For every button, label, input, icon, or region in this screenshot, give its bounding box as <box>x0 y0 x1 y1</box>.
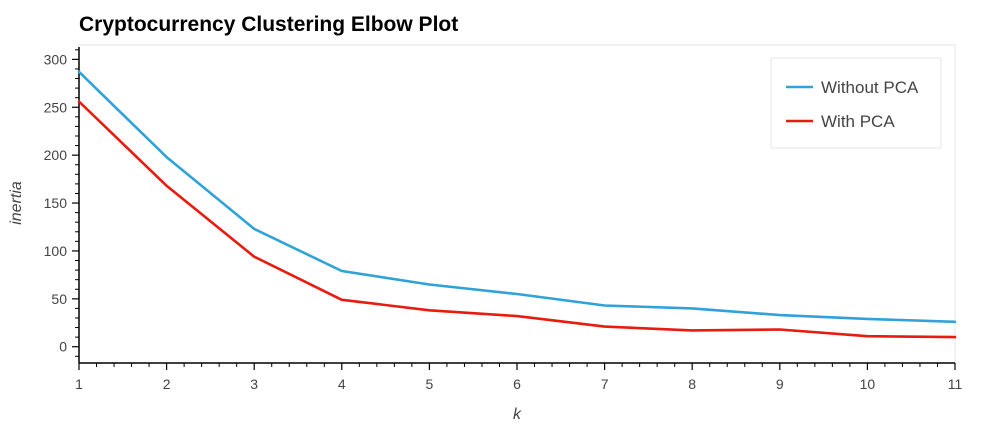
y-tick-label: 100 <box>44 243 68 259</box>
y-tick-label: 0 <box>59 339 67 355</box>
series-line-with-pca <box>77 100 957 339</box>
x-tick-label: 3 <box>250 376 258 392</box>
x-tick-label: 2 <box>163 376 171 392</box>
y-tick-label: 300 <box>44 51 68 67</box>
x-tick-label: 5 <box>426 376 434 392</box>
y-tick-label: 150 <box>44 195 68 211</box>
y-axis-label: inertia <box>8 181 25 225</box>
legend-box <box>770 57 942 149</box>
x-tick-label: 11 <box>948 376 963 392</box>
x-tick-label: 1 <box>75 376 83 392</box>
chart-title: Cryptocurrency Clustering Elbow Plot <box>79 13 458 36</box>
series-line-without-pca <box>77 70 957 324</box>
legend-label: With PCA <box>821 112 895 131</box>
x-tick-label: 9 <box>776 376 784 392</box>
series-layer <box>77 70 957 339</box>
x-tick-label: 6 <box>513 376 521 392</box>
legend-label: Without PCA <box>821 78 919 97</box>
x-tick-label: 7 <box>601 376 609 392</box>
y-tick-label: 200 <box>44 147 68 163</box>
y-tick-label: 50 <box>51 291 67 307</box>
x-axis-label: k <box>513 406 522 423</box>
legend: Without PCA With PCA <box>770 57 942 149</box>
y-tick-label: 250 <box>44 99 68 115</box>
x-tick-label: 8 <box>688 376 696 392</box>
x-tick-label: 4 <box>338 376 346 392</box>
x-tick-label: 10 <box>860 376 876 392</box>
x-axis: 1 2 3 4 5 6 7 8 9 10 11 <box>75 362 963 392</box>
y-axis: 0 50 100 150 200 250 300 <box>44 47 80 363</box>
